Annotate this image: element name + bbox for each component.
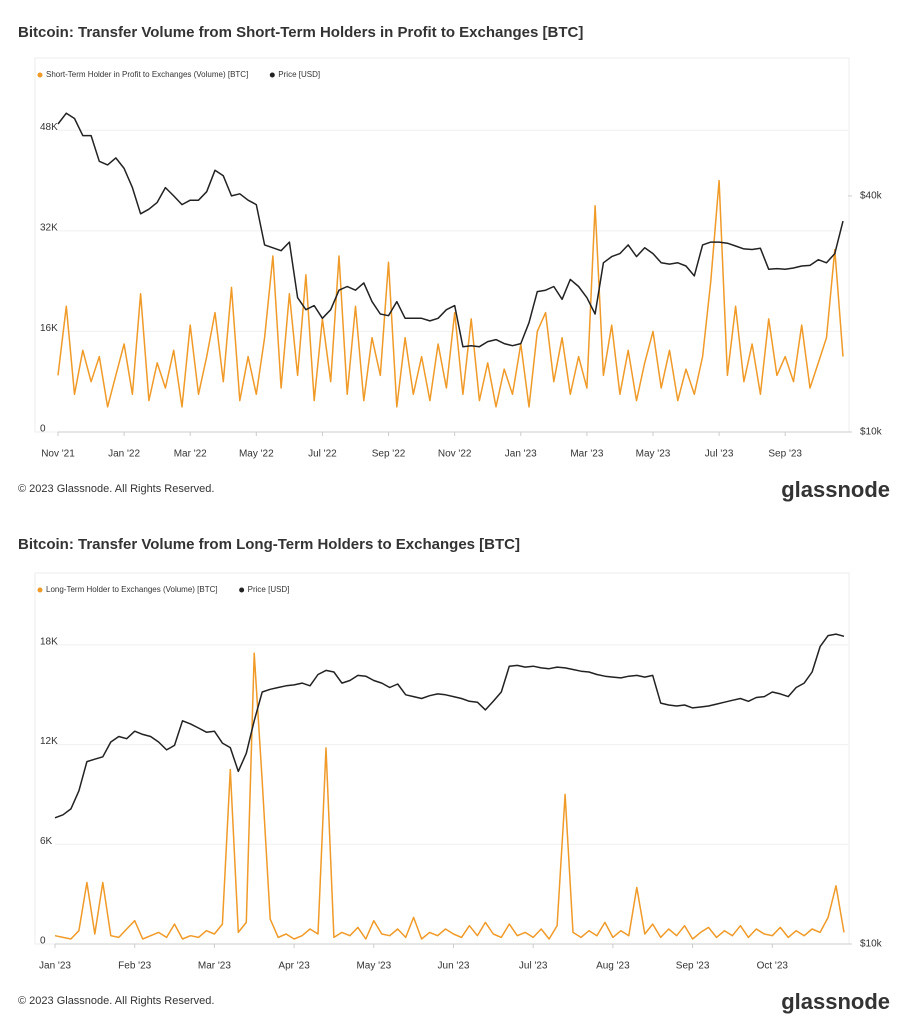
x-tick-label: Mar '23 [570, 449, 603, 460]
x-tick-label: Jan '23 [39, 961, 71, 972]
x-tick-label: Apr '23 [278, 961, 310, 972]
price-line [54, 633, 845, 819]
x-tick-label: Sep '23 [676, 961, 710, 972]
volume-line [54, 652, 845, 940]
x-tick-label: May '22 [239, 449, 274, 460]
legend-label: Short-Term Holder in Profit to Exchanges… [46, 70, 248, 79]
chart-title: Bitcoin: Transfer Volume from Long-Term … [18, 536, 520, 553]
price-line [57, 112, 844, 348]
volume-line [57, 179, 844, 408]
x-tick-label: Jul '22 [308, 449, 337, 460]
legend-label: Long-Term Holder to Exchanges (Volume) [… [46, 585, 218, 594]
source-note: © 2023 Glassnode. All Rights Reserved. [18, 483, 214, 495]
y-tick-label: 0 [40, 936, 46, 947]
y-tick-label: 6K [40, 836, 53, 847]
y-tick-label: 18K [40, 636, 58, 647]
y-tick-label: 48K [40, 122, 58, 133]
x-tick-label: Feb '23 [118, 961, 151, 972]
x-tick-label: Jun '23 [438, 961, 470, 972]
legend-label: Price [USD] [278, 70, 320, 79]
x-tick-label: Jan '23 [505, 449, 537, 460]
y2-tick-label: $10k [860, 427, 883, 438]
y-tick-label: 0 [40, 424, 46, 435]
x-tick-label: Nov '22 [438, 449, 472, 460]
y-tick-label: 16K [40, 323, 58, 334]
x-tick-label: Aug '23 [596, 961, 630, 972]
legend-label: Price [USD] [248, 585, 290, 594]
x-tick-label: Jan '22 [108, 449, 140, 460]
y2-tick-label: $40k [860, 191, 883, 202]
legend-dot [239, 587, 245, 593]
x-tick-label: Sep '23 [768, 449, 802, 460]
x-tick-label: Mar '22 [174, 449, 207, 460]
x-tick-label: Sep '22 [372, 449, 406, 460]
brand-logo: glassnode [781, 989, 890, 1014]
x-tick-label: Oct '23 [757, 961, 789, 972]
y-tick-label: 12K [40, 736, 58, 747]
x-tick-label: May '23 [636, 449, 671, 460]
legend-dot [37, 587, 43, 593]
source-note: © 2023 Glassnode. All Rights Reserved. [18, 995, 214, 1007]
x-tick-label: May '23 [356, 961, 391, 972]
x-tick-label: Jul '23 [705, 449, 734, 460]
chart-title: Bitcoin: Transfer Volume from Short-Term… [18, 24, 583, 41]
x-tick-label: Nov '21 [41, 449, 75, 460]
x-tick-label: Jul '23 [519, 961, 548, 972]
y2-tick-label: $10k [860, 939, 883, 950]
x-tick-label: Mar '23 [198, 961, 231, 972]
legend-dot [269, 72, 275, 78]
plot-frame [34, 572, 850, 945]
legend-dot [37, 72, 43, 78]
y-tick-label: 32K [40, 222, 58, 233]
brand-logo: glassnode [781, 477, 890, 502]
